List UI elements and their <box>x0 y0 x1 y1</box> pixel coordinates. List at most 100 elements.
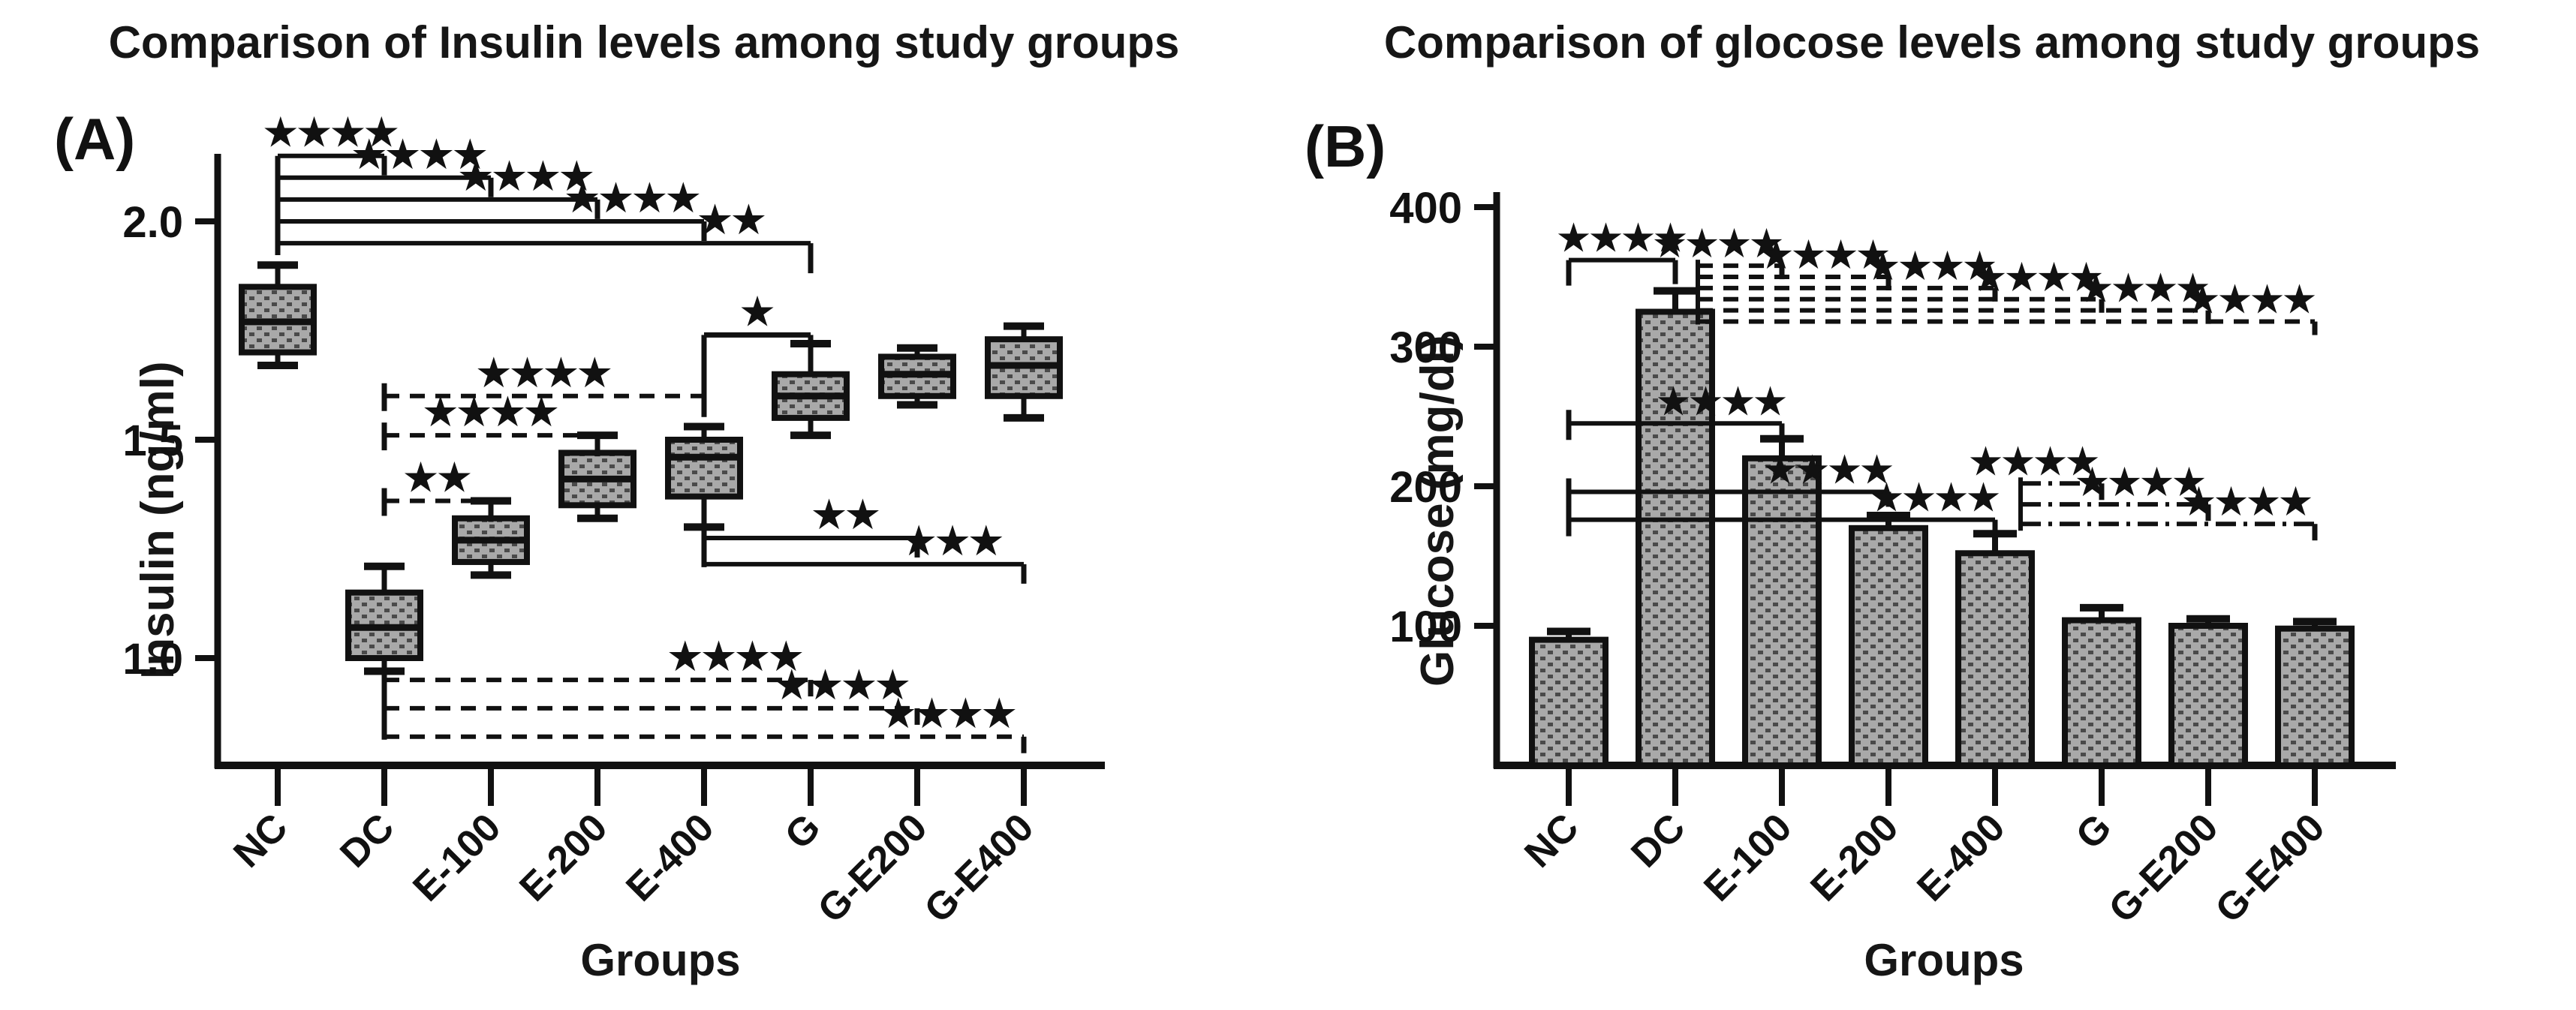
sig-stars: ★★ <box>812 494 880 536</box>
bar-body-DC <box>1636 308 1715 768</box>
sig-stars: ★★★★ <box>565 177 700 219</box>
bar-G-E200 <box>2168 615 2248 768</box>
sig-bracket-a: ★★★★ <box>278 134 494 197</box>
sig-bracket-a: ★ <box>701 290 814 414</box>
panel-b-category-label: G <box>2068 805 2120 858</box>
bar-body-G-E200 <box>2168 623 2248 768</box>
panel-b-category-label: DC <box>1623 805 1693 876</box>
sig-stars: ★★ <box>698 199 766 241</box>
sig-bracket-b: ★★★★ <box>1698 258 2105 313</box>
sig-bracket-a: ★★★★ <box>384 636 814 697</box>
sig-bracket-b: ★★★★ <box>1698 247 1998 302</box>
sig-bracket-b: ★★★★ <box>1970 442 2105 500</box>
bar-body-NC <box>1529 636 1608 768</box>
sig-bracket-b: ★★★★ <box>1698 269 2211 324</box>
sig-stars: ★★★★ <box>1760 236 1889 275</box>
sig-bracket-b: ★★★★ <box>1566 382 1786 440</box>
sig-stars: ★★★★ <box>423 391 558 433</box>
panel-a-category-label: G <box>777 805 829 858</box>
panel-b-category-label: G-E400 <box>2207 805 2334 931</box>
sig-bracket-b: ★★★★ <box>1566 479 2000 537</box>
panel-a-significance: ★★★★★★★★★★★★★★★★★★★★★★★★★★★★★★★★★★★★★★★★… <box>263 112 1027 753</box>
sig-stars: ★ <box>741 290 775 332</box>
sig-stars: ★★ <box>404 456 471 498</box>
panel-a-category-label: NC <box>225 805 296 876</box>
bar-body-G <box>2062 617 2141 768</box>
panel-b-bars <box>1529 287 2355 769</box>
sig-bracket-a: ★★★★ <box>381 352 707 417</box>
panel-b-y-tick-label: 200 <box>1389 463 1462 512</box>
panel-a-boxes <box>239 261 1063 675</box>
sig-stars: ★★★★ <box>1654 224 1783 264</box>
sig-stars: ★★★★ <box>1867 247 1996 287</box>
panel-b-x-axis-label: Groups <box>1864 935 2024 985</box>
panel-b-letter: (B) <box>1305 113 1386 179</box>
bar-E-400 <box>1955 530 2035 769</box>
panel-a-category-label: E-100 <box>405 805 509 909</box>
box-body-E-400 <box>665 437 743 500</box>
sig-bracket-b: ★★★★ <box>1698 236 1891 290</box>
bar-E-100 <box>1742 434 1822 768</box>
sig-stars: ★★★★ <box>668 636 802 678</box>
bar-G <box>2062 603 2141 768</box>
sig-bracket-b: ★★★★ <box>1566 450 1893 509</box>
panel-b-y-tick-label: 400 <box>1389 184 1462 233</box>
panel-b-category-label: NC <box>1516 805 1587 876</box>
sig-stars: ★★★★ <box>1557 219 1687 259</box>
sig-bracket-a: ★★★★ <box>263 112 399 176</box>
sig-stars: ★★★★ <box>1970 442 2099 482</box>
sig-bracket-a: ★★★★ <box>384 693 1027 753</box>
panel-b-category-label: E-100 <box>1696 805 1800 909</box>
sig-bracket-b: ★★★★ <box>2021 463 2211 522</box>
panel-a-category-label: E-400 <box>618 805 722 909</box>
sig-stars: ★★★★ <box>881 693 1016 735</box>
sig-bracket-b: ★★★★ <box>1654 224 1785 280</box>
bar-body-G-E400 <box>2275 625 2355 768</box>
sig-bracket-a: ★★ <box>704 494 920 558</box>
sig-stars: ★★★★ <box>775 664 909 706</box>
sig-bracket-a: ★★★★ <box>278 155 600 219</box>
panel-a-y-tick-label: 2.0 <box>122 198 183 247</box>
sig-stars: ★★★ <box>902 520 1003 562</box>
sig-stars: ★★★★ <box>1870 479 2000 519</box>
sig-stars: ★★★★ <box>2183 482 2312 522</box>
sig-bracket-a: ★★★★ <box>384 664 920 725</box>
panel-b-category-label: E-400 <box>1909 805 2013 909</box>
sig-stars: ★★★★ <box>1764 450 1893 490</box>
box-G-E200 <box>878 344 956 409</box>
panel-a-y-tick-label: 1.5 <box>122 416 183 465</box>
bar-E-200 <box>1849 512 1928 768</box>
sig-stars: ★★★★ <box>477 352 611 394</box>
sig-bracket-b: ★★★★ <box>2021 482 2318 541</box>
sig-stars: ★★★★ <box>1657 382 1786 422</box>
sig-bracket-a: ★★ <box>381 456 494 522</box>
box-G-E400 <box>985 322 1063 422</box>
sig-stars: ★★★★ <box>263 112 398 154</box>
sig-bracket-a: ★★★★ <box>381 391 600 457</box>
panel-b-title: Comparison of glocose levels among study… <box>1383 17 2481 68</box>
box-NC <box>239 261 317 370</box>
bar-G-E400 <box>2275 618 2355 768</box>
sig-stars: ★★★★ <box>352 134 486 176</box>
box-E-200 <box>558 431 636 522</box>
panel-b-category-label: E-200 <box>1802 805 1906 909</box>
panel-a-letter: (A) <box>54 106 136 172</box>
box-E-400 <box>665 422 743 531</box>
panel-a-category-label: G-E400 <box>916 805 1043 931</box>
sig-bracket-a: ★★★ <box>704 520 1027 584</box>
panel-b-significance: ★★★★★★★★★★★★★★★★★★★★★★★★★★★★★★★★★★★★★★★★… <box>1557 219 2318 541</box>
panel-a-title: Comparison of Insulin levels among study… <box>108 17 1180 68</box>
bar-NC <box>1529 627 1608 768</box>
box-DC <box>345 562 423 675</box>
sig-stars: ★★★★ <box>2080 269 2209 309</box>
panel-b-y-tick-label: 300 <box>1389 323 1462 372</box>
sig-stars: ★★★★ <box>1973 258 2102 298</box>
bar-body-E-100 <box>1742 455 1822 768</box>
panel-a-x-axis-label: Groups <box>580 935 741 985</box>
panel-a-category-label: E-200 <box>511 805 615 909</box>
sig-bracket-b: ★★★★ <box>1557 219 1687 286</box>
panel-b-category-label: G-E200 <box>2101 805 2227 931</box>
sig-stars: ★★★★ <box>2076 463 2205 503</box>
